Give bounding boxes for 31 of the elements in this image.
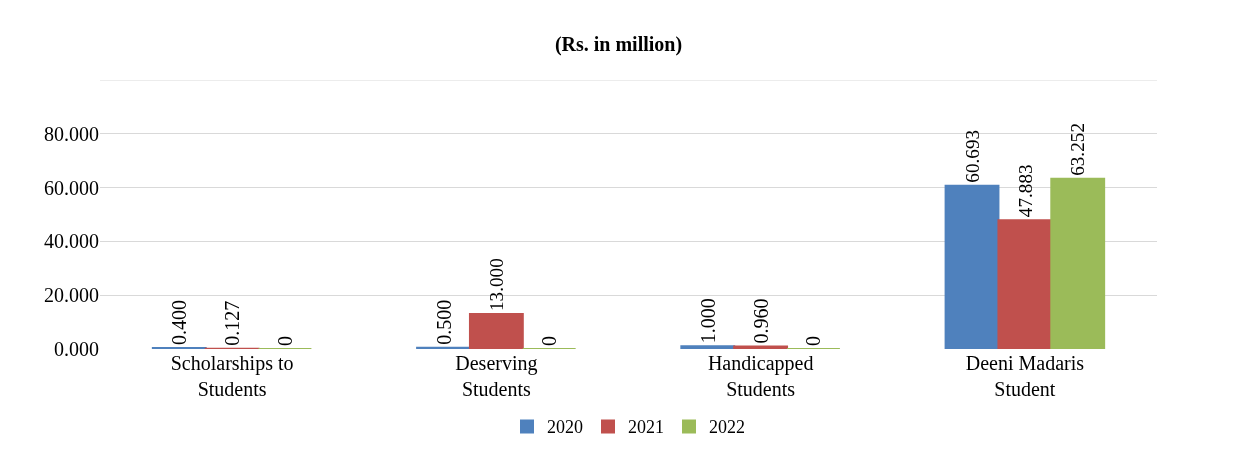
data-label: 0.400 <box>168 299 191 345</box>
bar <box>680 345 736 349</box>
chart-title: (Rs. in million) <box>554 32 683 56</box>
x-tick-label: Handicapped Students <box>707 352 814 400</box>
bar <box>997 219 1053 349</box>
data-label: 0 <box>538 336 561 346</box>
bar <box>1050 177 1106 349</box>
y-tick-label: 80.000 <box>44 122 99 145</box>
y-tick-label: 40.000 <box>44 230 99 253</box>
x-tick-label: Deeni Madaris Student <box>965 352 1085 400</box>
data-label: 13.000 <box>486 258 508 312</box>
legend-label: 2020 <box>547 417 583 438</box>
data-label: 0.500 <box>432 299 455 345</box>
data-label: 1.000 <box>696 298 719 344</box>
legend-label: 2021 <box>628 417 664 438</box>
bar <box>468 313 524 349</box>
y-tick-label: 0.000 <box>54 338 99 360</box>
bar <box>944 184 1000 349</box>
y-tick-label: 20.000 <box>44 284 99 307</box>
y-tick-label: 60.000 <box>44 176 99 199</box>
data-label: 0 <box>802 336 825 346</box>
data-label: 47.883 <box>1014 164 1036 218</box>
data-label: 63.252 <box>1067 123 1089 176</box>
data-label: 0 <box>273 336 296 346</box>
x-tick-label: Scholarships to Students <box>170 352 294 400</box>
x-tick-label: Deserving Students <box>455 352 538 400</box>
bar <box>733 345 789 349</box>
data-label: 0.960 <box>749 298 772 344</box>
data-label: 0.127 <box>221 300 244 346</box>
data-label: 60.693 <box>961 129 983 183</box>
legend-label: 2022 <box>709 417 745 438</box>
